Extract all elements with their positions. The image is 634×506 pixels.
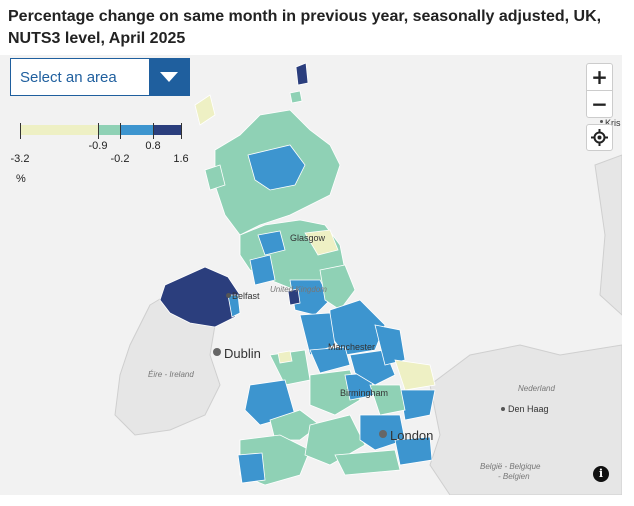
legend-unit: % [16, 173, 26, 185]
label-kris: Kris [605, 118, 621, 128]
region-scotland-north-blue [247, 144, 306, 191]
legend: -3.2 -0.9 -0.2 0.8 1.6 % [10, 123, 195, 193]
legend-swatch-3 [120, 125, 153, 135]
europe-land-north [594, 154, 622, 316]
legend-label-max: 1.6 [173, 153, 189, 165]
label-belgie: België - Belgique [480, 462, 541, 471]
region-lothian [304, 229, 339, 256]
dublin-dot [213, 348, 221, 356]
map[interactable] [0, 55, 622, 495]
region-anglesey [277, 350, 293, 364]
label-eire: Éire - Ireland [148, 370, 194, 379]
europe-land [429, 344, 622, 495]
zoom-control: + − [586, 63, 613, 118]
legend-tick [98, 123, 99, 139]
den-haag-dot [501, 407, 505, 411]
locate-icon [591, 129, 608, 146]
label-london: London [390, 428, 434, 443]
label-belgien: - Belgien [498, 472, 530, 481]
legend-swatch-4 [153, 125, 181, 135]
legend-tick [20, 123, 21, 139]
region-southwest-scotland [249, 254, 276, 286]
region-cumbria [289, 279, 331, 316]
legend-swatch-2 [98, 125, 120, 135]
info-button[interactable]: i [593, 466, 609, 482]
legend-tick [181, 123, 182, 139]
region-outer-hebrides [194, 94, 216, 126]
region-cornwall [237, 452, 266, 484]
legend-swatch-1 [20, 125, 98, 135]
label-manchester: Manchester [328, 342, 376, 352]
region-northeast [319, 264, 356, 311]
chart-title: Percentage change on same month in previ… [8, 8, 602, 47]
label-glasgow: Glasgow [290, 233, 326, 243]
area-select-button[interactable] [149, 59, 189, 95]
legend-tick [120, 123, 121, 139]
region-northern-ireland [159, 266, 241, 328]
label-belfast: Belfast [232, 291, 260, 301]
zoom-out-button[interactable]: − [591, 92, 608, 116]
region-kent [394, 436, 433, 466]
zoom-in-button[interactable]: + [587, 64, 612, 91]
belfast-dot [226, 293, 231, 298]
chevron-down-icon [160, 72, 178, 82]
label-dublin: Dublin [224, 346, 261, 361]
region-lancashire [299, 312, 336, 356]
region-glasgow-area [257, 230, 286, 256]
region-shetland [295, 62, 309, 86]
region-cambridgeshire [369, 384, 406, 416]
label-nederland: Nederland [518, 384, 555, 393]
label-united-kingdom: United Kingdom [270, 285, 327, 294]
region-ni-east [227, 294, 241, 318]
kris-dot [600, 120, 603, 123]
label-birmingham: Birmingham [340, 388, 389, 398]
region-scotland-skye [204, 164, 226, 191]
legend-label-4: 0.8 [145, 140, 161, 152]
legend-label-min: -3.2 [10, 153, 30, 165]
region-norfolk [394, 359, 436, 391]
region-suffolk [399, 389, 436, 421]
area-select[interactable]: Select an area [10, 58, 190, 96]
region-manchester [309, 346, 351, 374]
legend-tick [153, 123, 154, 139]
locate-button[interactable] [586, 124, 613, 151]
region-isle-of-man [287, 288, 301, 306]
label-den-haag: Den Haag [508, 404, 549, 414]
region-sussex [334, 449, 401, 476]
region-orkney [289, 90, 303, 104]
legend-label-2: -0.9 [88, 140, 108, 152]
region-lincolnshire [374, 324, 406, 366]
legend-label-3: -0.2 [110, 153, 130, 165]
area-select-label: Select an area [20, 69, 117, 86]
map-canvas[interactable] [0, 55, 622, 495]
london-dot [379, 430, 387, 438]
